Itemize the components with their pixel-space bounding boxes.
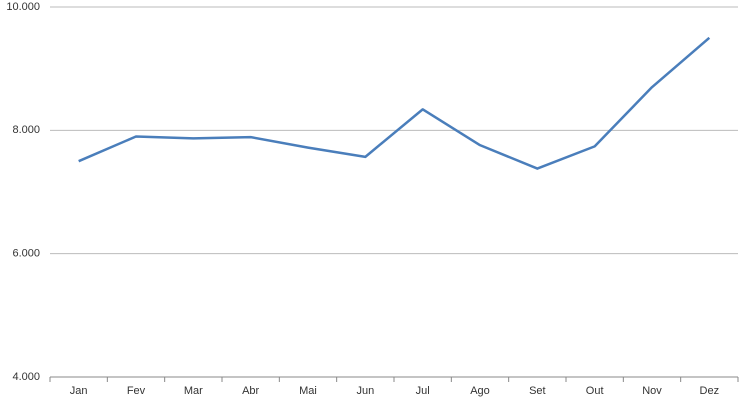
x-tick-label: Dez	[700, 385, 720, 397]
x-tick-label: Out	[586, 385, 604, 397]
y-tick-label: 10.000	[6, 1, 40, 13]
x-tick-label: Jan	[70, 385, 88, 397]
x-tick-label: Jun	[356, 385, 374, 397]
x-tick-label: Nov	[642, 385, 662, 397]
x-tick-label: Jul	[416, 385, 430, 397]
x-tick-label: Ago	[470, 385, 490, 397]
x-tick-label: Mar	[184, 385, 203, 397]
x-tick-label: Abr	[242, 385, 259, 397]
series-line	[78, 36, 711, 170]
x-tick-label: Set	[529, 385, 546, 397]
x-tick-label: Mai	[299, 385, 317, 397]
y-tick-label: 6.000	[12, 248, 40, 260]
x-tick-label: Fev	[127, 385, 146, 397]
y-tick-label: 8.000	[12, 124, 40, 136]
y-tick-label: 4.000	[12, 371, 40, 383]
